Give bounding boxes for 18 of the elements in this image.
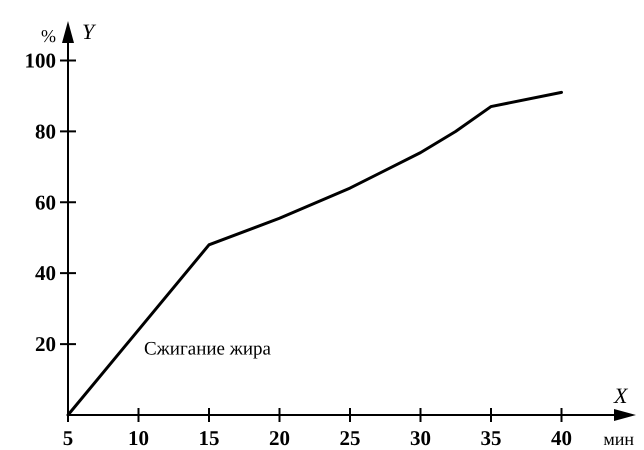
text: мин — [603, 429, 634, 449]
x-tick-label: 40 — [551, 426, 572, 450]
x-tick-label: 15 — [198, 426, 220, 450]
series-label: Сжигание жира — [144, 338, 272, 360]
x-tick-label: 25 — [340, 426, 360, 450]
y-tick-label: 80 — [35, 119, 56, 144]
x-axis-title: X — [613, 383, 629, 408]
x-tick-label: 5 — [62, 426, 74, 450]
y-tick-label: 20 — [35, 332, 56, 356]
text: % — [41, 26, 56, 46]
y-axis-title: Y — [82, 19, 97, 44]
x-tick-label: 30 — [410, 426, 431, 450]
y-tick-label: 100 — [24, 48, 56, 72]
y-tick-label: 40 — [35, 261, 56, 286]
x-tick-label: 20 — [269, 426, 290, 450]
x-tick-label: 35 — [480, 426, 502, 450]
y-tick-label: 60 — [35, 190, 56, 214]
x-tick-label: 10 — [128, 426, 149, 450]
